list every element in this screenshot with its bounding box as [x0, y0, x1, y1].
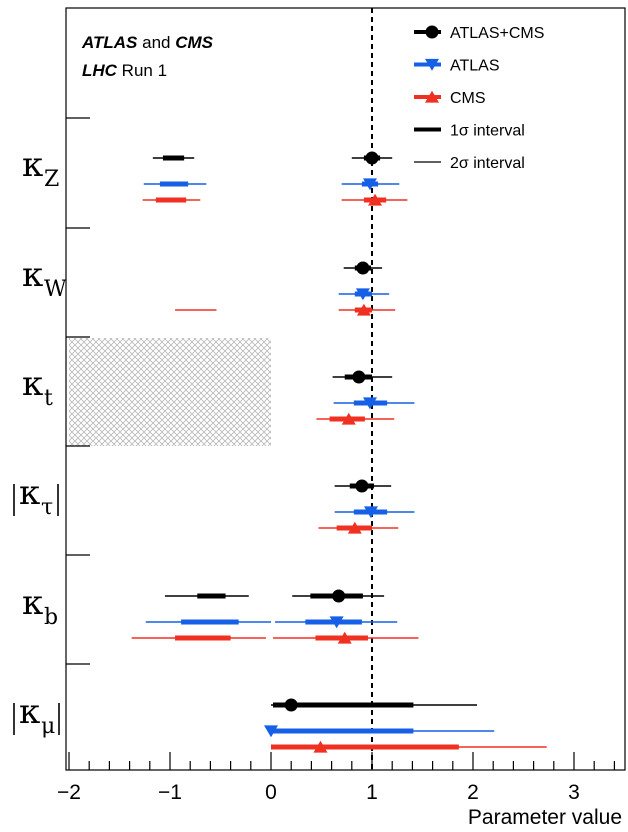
- legend: ATLAS+CMS ATLAS CMS 1σ interval 2σ interval: [414, 25, 544, 172]
- header-line-1-part-2: CMS: [175, 33, 213, 52]
- header-line-1-part-1: and: [137, 33, 175, 52]
- legend-swatch-marker: [425, 58, 439, 71]
- kappa-symbol: κ: [22, 583, 43, 623]
- central-value-marker: [356, 303, 371, 316]
- kappa-symbol: κ: [22, 364, 43, 404]
- x-tick-label: −1: [158, 781, 182, 804]
- parameter-labels: κ Zκ Wκ tκ τκ bκ μ: [13, 145, 67, 739]
- x-tick-label: 2: [467, 781, 479, 804]
- central-value-marker: [355, 288, 370, 301]
- kappa-subscript: Z: [44, 167, 59, 192]
- series-atlas-cms: [152, 151, 478, 712]
- legend-item-2-interval: 2σ interval: [414, 155, 525, 172]
- x-tick-label: −2: [57, 781, 81, 804]
- central-value-marker: [284, 698, 298, 712]
- central-value-marker: [365, 151, 379, 165]
- x-tick-label: 1: [366, 781, 378, 804]
- legend-swatch-marker: [425, 90, 439, 103]
- central-value-marker: [332, 589, 346, 603]
- series-atlas: [143, 178, 495, 738]
- x-tick-label: 0: [265, 781, 277, 804]
- x-tick-label: 3: [568, 781, 580, 804]
- legend-label: ATLAS+CMS: [450, 25, 544, 42]
- central-value-marker: [352, 370, 366, 384]
- kappa-subscript: t: [44, 386, 53, 411]
- kappa-symbol: κ: [19, 473, 40, 513]
- header-line-1: ATLAS and CMS: [81, 33, 214, 52]
- central-value-marker: [337, 631, 352, 644]
- central-value-marker: [362, 178, 377, 191]
- central-value-marker: [355, 479, 369, 493]
- legend-label: ATLAS: [450, 58, 500, 75]
- central-value-marker: [313, 740, 328, 753]
- legend-swatch-marker: [425, 25, 439, 39]
- plot-area: [65, 7, 626, 771]
- legend-label: 1σ interval: [450, 123, 525, 140]
- series-cms: [131, 193, 547, 753]
- kappa-symbol: κ: [22, 145, 43, 185]
- kappa-subscript: b: [44, 605, 58, 630]
- central-value-marker: [329, 616, 344, 629]
- central-value-marker: [341, 412, 356, 425]
- header-line-2-part-1: Run 1: [117, 61, 167, 80]
- central-value-marker: [362, 397, 377, 410]
- chart-header: ATLAS and CMS LHC Run 1: [81, 33, 214, 80]
- plot-frame: [65, 7, 626, 771]
- x-axis-title: Parameter value: [468, 806, 622, 829]
- legend-item-atlas-cms: ATLAS+CMS: [414, 25, 544, 42]
- header-line-2-part-0: LHC: [82, 61, 118, 80]
- central-value-marker: [368, 193, 383, 206]
- legend-item-1-interval: 1σ interval: [414, 123, 525, 140]
- kappa-subscript: τ: [41, 495, 53, 520]
- kappa-symbol: κ: [22, 255, 43, 295]
- legend-item-atlas: ATLAS: [414, 58, 500, 75]
- legend-label: CMS: [450, 90, 486, 107]
- legend-label: 2σ interval: [450, 155, 525, 172]
- central-value-marker: [363, 506, 378, 519]
- kappa-subscript: μ: [41, 714, 55, 739]
- central-value-marker: [356, 261, 370, 275]
- kappa-symbol: κ: [19, 692, 40, 732]
- x-axis: −2 −1 0 1 2 3: [57, 752, 616, 804]
- kappa-subscript: W: [44, 277, 67, 302]
- excluded-region-hatch: [69, 338, 271, 446]
- header-line-1-part-0: ATLAS: [81, 33, 138, 52]
- header-line-2: LHC Run 1: [82, 61, 167, 80]
- central-value-marker: [264, 725, 278, 738]
- central-value-marker: [347, 521, 362, 534]
- legend-item-cms: CMS: [414, 90, 486, 107]
